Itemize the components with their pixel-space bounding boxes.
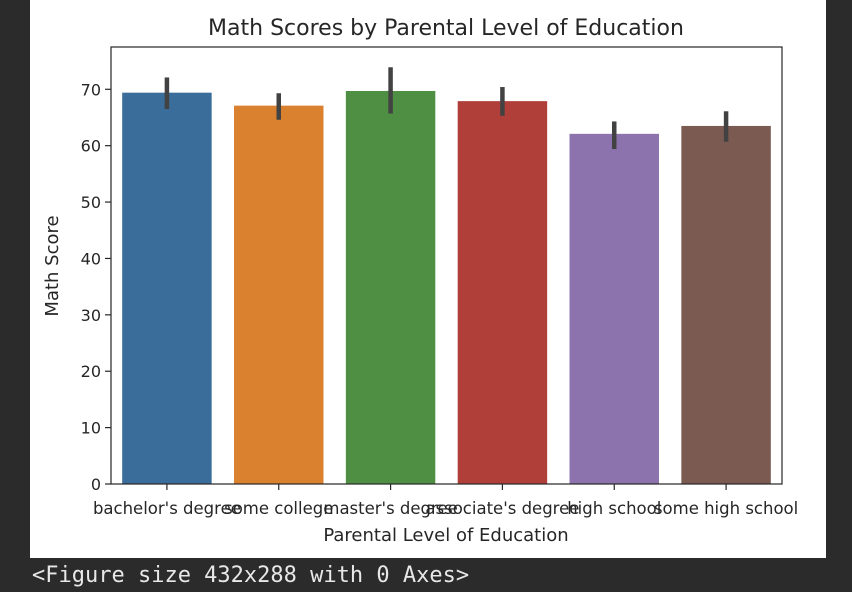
console-output-text: <Figure size 432x288 with 0 Axes> (32, 563, 470, 588)
y-tick-label: 40 (81, 249, 101, 268)
x-axis-label: Parental Level of Education (323, 525, 568, 546)
x-tick-label: high school (567, 499, 661, 518)
bar (234, 105, 324, 484)
bar (345, 90, 436, 484)
y-tick-label: 20 (81, 362, 101, 381)
y-tick-label: 10 (81, 419, 101, 438)
x-tick-label: bachelor's degree (93, 499, 241, 518)
y-axis-label: Math Score (42, 215, 63, 316)
y-tick-label: 50 (81, 193, 101, 212)
y-tick-label: 30 (81, 306, 101, 325)
x-tick-label: associate's degree (425, 499, 579, 518)
x-tick-label: master's degree (323, 499, 457, 518)
bar (681, 125, 771, 485)
bar (569, 133, 659, 485)
y-tick-label: 60 (81, 137, 101, 156)
plot-frame (110, 46, 783, 485)
x-tick-label: some college (224, 499, 333, 518)
figure-canvas: Math Scores by Parental Level of Educati… (30, 0, 826, 558)
chart-title: Math Scores by Parental Level of Educati… (208, 16, 684, 41)
bar (122, 92, 212, 484)
bar (457, 101, 548, 484)
bar-chart: Math Scores by Parental Level of Educati… (42, 16, 798, 546)
x-tick-label: some high school (654, 499, 798, 518)
y-tick-label: 0 (91, 475, 101, 494)
y-tick-label: 70 (81, 80, 101, 99)
